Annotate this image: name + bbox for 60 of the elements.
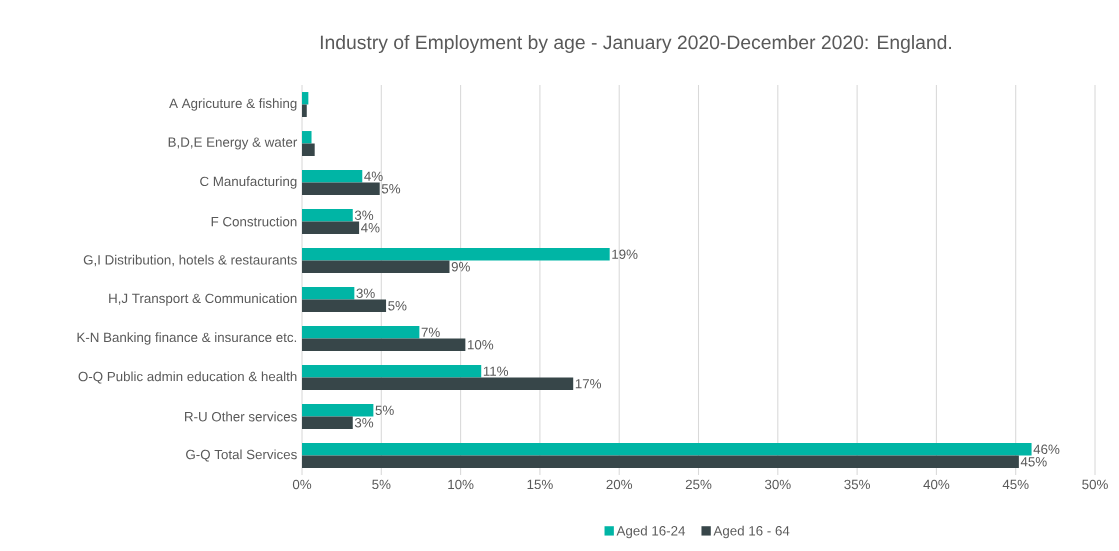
bar: [302, 299, 387, 312]
bar: [302, 287, 355, 300]
bar: [302, 143, 315, 156]
y-tick-label: A Agricuture & fishing: [169, 98, 297, 111]
bar: [302, 443, 1032, 456]
bar: [302, 416, 353, 429]
data-label: 5%: [381, 184, 401, 194]
data-label: 5%: [375, 405, 394, 415]
legend-label: Aged 16-24: [616, 525, 686, 539]
bar: [302, 209, 353, 222]
bar: [302, 131, 312, 144]
x-tick-label: 30%: [764, 479, 791, 490]
data-label: 10%: [467, 340, 494, 350]
bar: [302, 248, 610, 261]
data-label: 3%: [354, 418, 374, 428]
x-tick-label: 50%: [1082, 479, 1108, 490]
y-tick-label: G-Q Total Services: [186, 449, 297, 462]
data-label: 3%: [354, 210, 374, 220]
y-tick-label: B,D,E Energy & water: [168, 137, 298, 150]
x-tick-label: 25%: [685, 479, 712, 490]
x-tick-label: 40%: [923, 479, 950, 490]
bar: [302, 260, 450, 273]
y-tick-label: R-U Other services: [185, 411, 297, 422]
y-tick-label: O-Q Public admin education & health: [78, 371, 297, 384]
data-label: 17%: [575, 379, 602, 389]
bar: [302, 221, 360, 234]
bar: [302, 455, 1019, 468]
y-tick-label: F Construction: [211, 216, 297, 227]
data-label: 46%: [1033, 444, 1060, 454]
bar: [302, 326, 420, 339]
bar: [302, 170, 363, 183]
bar: [302, 404, 374, 417]
data-label: 5%: [388, 301, 407, 311]
x-tick-label: 15%: [527, 479, 553, 490]
x-tick-label: 45%: [1002, 479, 1029, 490]
x-tick-label: 35%: [844, 479, 870, 490]
y-tick-label: K-N Banking finance & insurance etc.: [77, 332, 297, 345]
bar: [302, 377, 574, 390]
x-tick-label: 10%: [448, 479, 474, 490]
x-tick-label: 20%: [606, 479, 633, 490]
data-label: 9%: [451, 262, 470, 272]
bar: [302, 92, 309, 105]
data-label: 7%: [421, 327, 440, 337]
data-label: 3%: [356, 288, 375, 298]
x-tick-label: 5%: [372, 479, 391, 490]
data-label: 11%: [483, 366, 509, 376]
chart-title: Industry of Employment by age - January 2020-December 2020: England.: [320, 34, 952, 54]
y-tick-label: C Manufacturing: [200, 176, 297, 189]
y-tick-label: H,J Transport & Communication: [109, 293, 297, 306]
x-tick-label: 0%: [292, 479, 312, 490]
data-label: 19%: [612, 249, 638, 259]
data-label: 45%: [1020, 457, 1047, 467]
data-label: 4%: [361, 223, 380, 233]
bar: [302, 104, 307, 117]
bar: [302, 182, 380, 195]
legend-label: Aged 16 - 64: [713, 525, 790, 539]
data-label: 4%: [364, 171, 383, 181]
bar: [302, 365, 482, 378]
y-tick-label: G,I Distribution, hotels & restaurants: [83, 254, 297, 267]
bar: [302, 338, 466, 351]
